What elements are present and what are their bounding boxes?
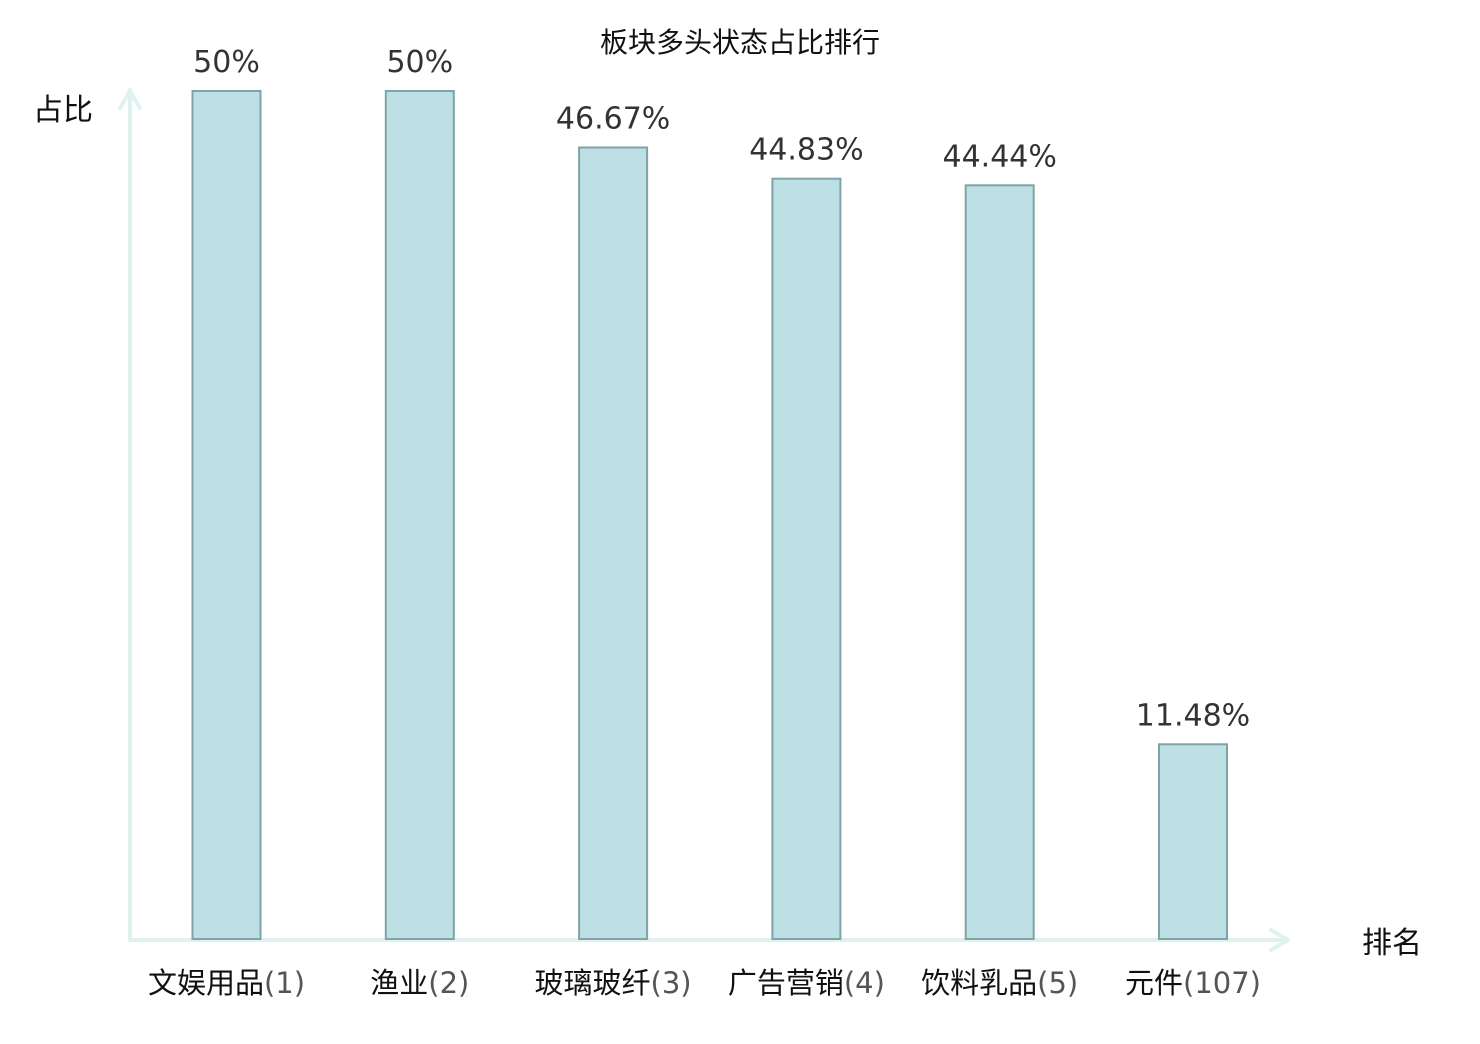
bar (384, 90, 455, 940)
bar (578, 146, 649, 940)
x-tick-rank: (1) (264, 966, 305, 1000)
x-tick-name: 广告营销 (728, 966, 844, 1000)
y-axis-arrow (118, 89, 142, 110)
x-tick-label: 元件(107) (1125, 966, 1261, 1000)
x-tick-label: 广告营销(4) (728, 966, 885, 1000)
y-axis-label: 占比 (33, 93, 93, 128)
data-label: 46.67% (556, 102, 670, 137)
bar (1158, 743, 1228, 940)
x-tick-label: 文娱用品(1) (148, 966, 305, 1000)
data-label: 50% (193, 45, 260, 80)
bars-group: 50% 文娱用品(1) 50% 渔业(2) 46.67% 玻璃玻纤(3) 44.83% 广告营… (148, 45, 1261, 1000)
x-tick-label: 玻璃玻纤(3) (535, 966, 692, 1000)
x-tick-name: 文娱用品 (148, 966, 264, 1000)
bar (964, 184, 1035, 941)
x-tick-name: 元件 (1125, 966, 1183, 1000)
data-label: 11.48% (1136, 698, 1250, 733)
x-tick-rank: (5) (1037, 966, 1078, 1000)
data-label: 44.44% (943, 139, 1057, 174)
x-axis-label: 排名 (1362, 926, 1422, 961)
chart-title: 板块多头状态占比排行 (600, 26, 880, 59)
x-tick-rank: (2) (428, 966, 469, 1000)
x-tick-rank: (3) (651, 966, 692, 1000)
x-tick-name: 渔业 (370, 966, 428, 1000)
data-label: 44.83% (749, 133, 863, 168)
x-tick-rank: (107) (1183, 966, 1261, 1000)
x-tick-name: 饮料乳品 (921, 966, 1037, 1000)
x-tick-label: 饮料乳品(5) (921, 966, 1078, 1000)
x-tick-label: 渔业(2) (370, 966, 469, 1000)
bar (771, 177, 842, 940)
bar (191, 90, 262, 940)
x-axis-arrow (1269, 928, 1290, 952)
data-label: 50% (386, 45, 453, 80)
x-tick-name: 玻璃玻纤 (535, 966, 651, 1000)
x-tick-rank: (4) (844, 966, 885, 1000)
